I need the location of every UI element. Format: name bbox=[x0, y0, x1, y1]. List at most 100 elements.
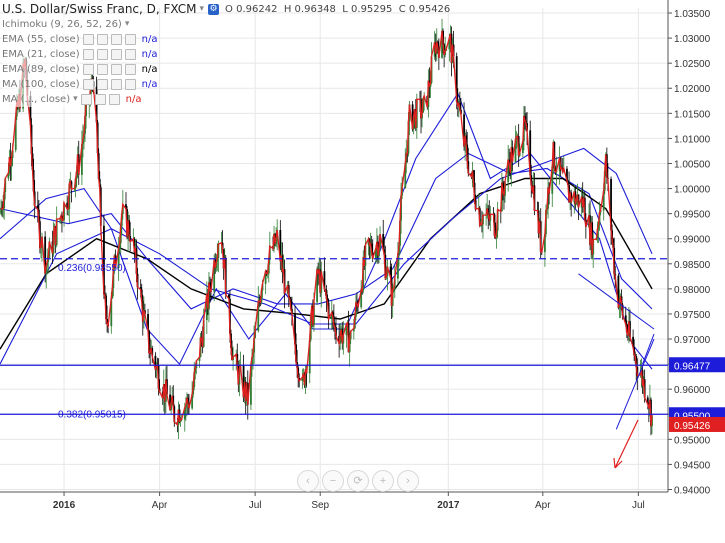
y-tick-label: 1.02000 bbox=[674, 84, 711, 95]
x-tick-label: Sep bbox=[311, 500, 329, 511]
scroll-left-button[interactable]: ‹ bbox=[297, 470, 319, 492]
x-tick-label: 2016 bbox=[53, 500, 76, 511]
more-icon[interactable] bbox=[110, 79, 122, 90]
eye-icon[interactable] bbox=[82, 49, 94, 60]
candle-body bbox=[360, 289, 363, 308]
candle-body bbox=[29, 95, 32, 125]
candle-body bbox=[382, 234, 385, 250]
more-icon[interactable] bbox=[110, 64, 122, 75]
y-tick-label: 0.98000 bbox=[674, 285, 711, 296]
fib-price-tag-text: 0.95500 bbox=[674, 411, 711, 422]
candle-body bbox=[646, 397, 649, 405]
scroll-right-button[interactable]: › bbox=[397, 470, 419, 492]
zoom-out-button[interactable]: − bbox=[322, 470, 344, 492]
candle-body bbox=[257, 300, 260, 331]
chevron-down-icon[interactable]: ▾ bbox=[73, 94, 78, 104]
candle-body bbox=[279, 230, 282, 262]
candle-body bbox=[36, 205, 39, 210]
indicator-ema89[interactable]: EMA (89, close) n/a bbox=[2, 62, 158, 77]
ohlc-readout: O 0.96242 H 0.96348 L 0.95295 C 0.95426 bbox=[225, 4, 451, 15]
chevron-down-icon[interactable]: ▾ bbox=[124, 19, 130, 29]
reset-button[interactable]: ⟳ bbox=[347, 470, 369, 492]
candle-body bbox=[389, 266, 392, 278]
close-icon[interactable] bbox=[124, 34, 136, 45]
gear-icon[interactable] bbox=[96, 34, 108, 45]
eye-icon[interactable] bbox=[82, 64, 94, 75]
candle-body bbox=[110, 298, 113, 327]
more-icon[interactable] bbox=[110, 34, 122, 45]
x-tick-label: 2017 bbox=[437, 500, 460, 511]
indicator-ema55[interactable]: EMA (55, close) n/a bbox=[2, 32, 158, 47]
x-tick-label: Apr bbox=[535, 500, 551, 511]
candle-body bbox=[507, 159, 510, 183]
candle-body bbox=[529, 130, 532, 176]
settings-icon[interactable]: ⚙ bbox=[208, 4, 220, 15]
candle-body bbox=[441, 30, 443, 58]
candle-body bbox=[301, 377, 304, 382]
gear-icon[interactable] bbox=[94, 94, 106, 105]
gear-icon[interactable] bbox=[96, 49, 108, 60]
trend-line bbox=[615, 338, 655, 430]
candle-body bbox=[433, 42, 436, 57]
candle-body bbox=[352, 328, 355, 332]
candle-body bbox=[544, 234, 546, 253]
candle-body bbox=[632, 336, 635, 348]
y-tick-label: 0.95000 bbox=[674, 435, 711, 446]
eye-icon[interactable] bbox=[82, 34, 94, 45]
candlesticks bbox=[0, 18, 653, 439]
x-tick-label: Jul bbox=[249, 500, 262, 511]
indicator-ichimoku[interactable]: Ichimoku (9, 26, 52, 26) ▾ bbox=[2, 17, 130, 32]
forecast-arrow bbox=[614, 419, 639, 469]
candle-body bbox=[602, 190, 605, 211]
indicator-ma100[interactable]: MA (100, close) n/a bbox=[2, 77, 158, 92]
candle-body bbox=[147, 314, 149, 331]
candle-body bbox=[397, 253, 399, 279]
eye-icon[interactable] bbox=[80, 94, 92, 105]
candle-body bbox=[7, 172, 10, 179]
candle-body bbox=[624, 315, 627, 325]
arrow-head-icon bbox=[613, 457, 623, 469]
candle-body bbox=[374, 247, 377, 259]
candle-body bbox=[213, 259, 216, 292]
more-icon[interactable] bbox=[110, 49, 122, 60]
close-icon[interactable] bbox=[124, 79, 136, 90]
eye-icon[interactable] bbox=[82, 79, 94, 90]
candle-body bbox=[264, 271, 267, 284]
candle-body bbox=[345, 323, 348, 336]
y-tick-label: 0.97000 bbox=[674, 335, 711, 346]
chart-navigation: ‹ − ⟳ + › bbox=[297, 470, 419, 492]
candle-body bbox=[154, 355, 157, 370]
fib-236-label: 0.236(0.98550) bbox=[58, 263, 126, 274]
indicator-ema21[interactable]: EMA (21, close) n/a bbox=[2, 47, 158, 62]
candle-body bbox=[198, 356, 201, 362]
candle-body bbox=[80, 144, 83, 175]
candle-body bbox=[66, 202, 69, 209]
candle-body bbox=[250, 364, 252, 405]
candle-body bbox=[227, 294, 230, 299]
candle-body bbox=[169, 394, 171, 410]
symbol-title[interactable]: U.S. Dollar/Swiss Franc, D, FXCM bbox=[2, 2, 197, 16]
gear-icon[interactable] bbox=[96, 64, 108, 75]
y-tick-label: 1.01500 bbox=[674, 109, 711, 120]
candle-body bbox=[404, 163, 407, 189]
last-price-tag bbox=[669, 416, 725, 432]
indicator-ma-red[interactable]: MA (..., close) ▾ n/a bbox=[2, 92, 142, 107]
y-tick-label: 0.99500 bbox=[674, 210, 711, 221]
candle-body bbox=[183, 407, 186, 420]
y-tick-label: 0.94500 bbox=[674, 460, 711, 471]
close-icon[interactable] bbox=[124, 64, 136, 75]
indicator-line bbox=[0, 92, 653, 370]
candle-body bbox=[448, 37, 451, 50]
candle-body bbox=[125, 204, 127, 210]
close-icon[interactable] bbox=[124, 49, 136, 60]
zoom-in-button[interactable]: + bbox=[372, 470, 394, 492]
close-icon[interactable] bbox=[108, 94, 120, 105]
y-tick-label: 0.97500 bbox=[674, 310, 711, 321]
gear-icon[interactable] bbox=[96, 79, 108, 90]
candle-body bbox=[14, 116, 17, 150]
support-price-tag-text: 0.96477 bbox=[674, 361, 711, 372]
chevron-down-icon[interactable]: ▾ bbox=[199, 4, 205, 14]
y-tick-label: 0.99000 bbox=[674, 235, 711, 246]
